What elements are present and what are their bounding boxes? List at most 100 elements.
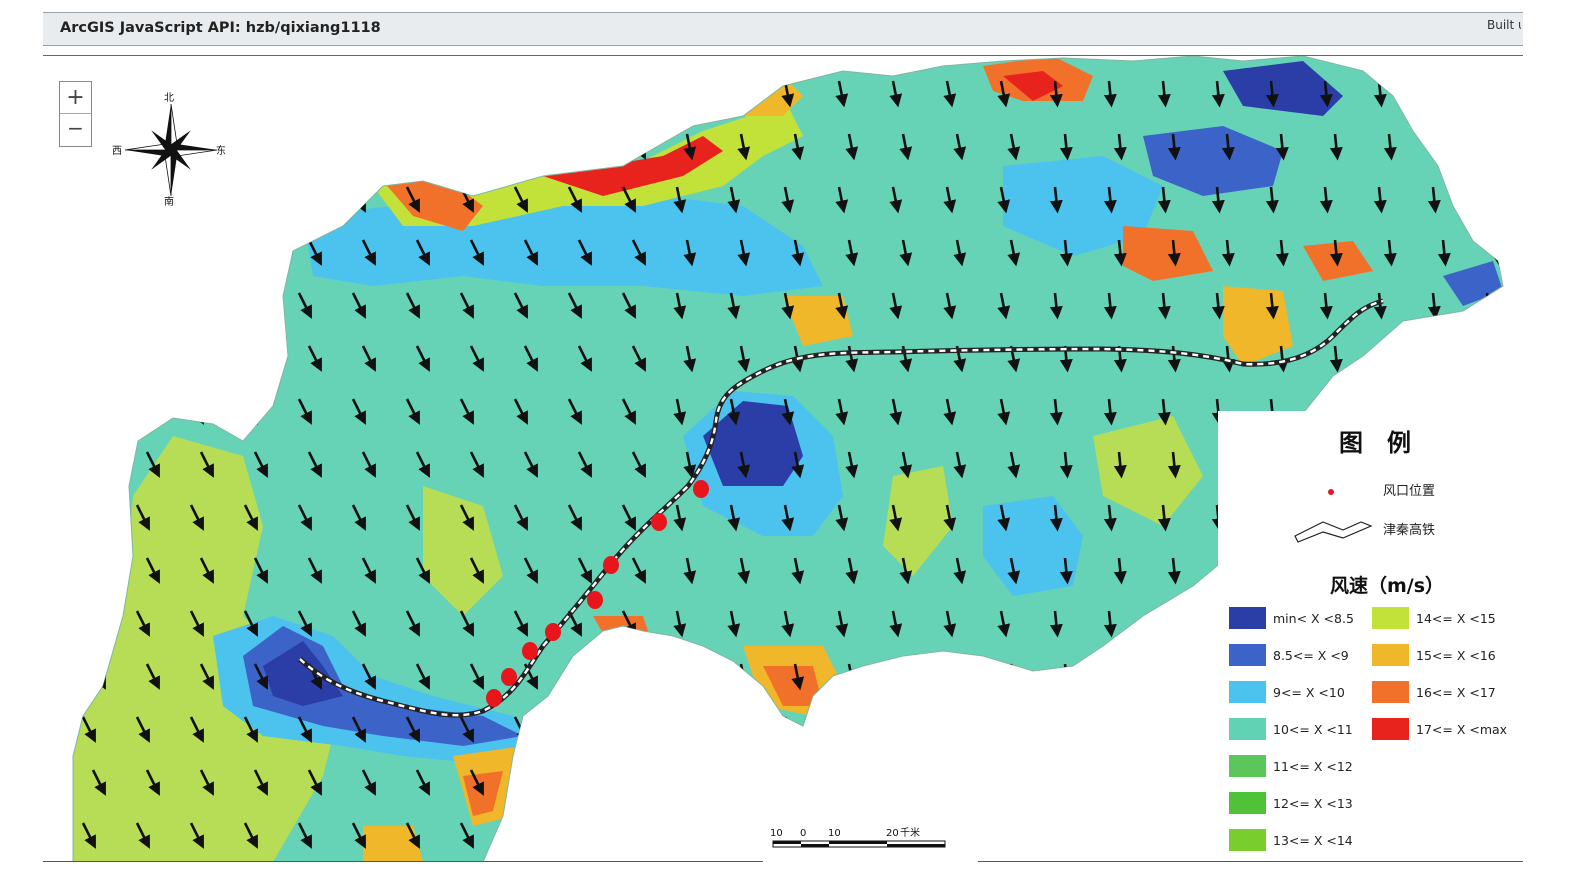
wind-arrow <box>727 610 741 638</box>
wind-arrow <box>673 822 687 850</box>
wind-gap-marker[interactable] <box>693 480 709 498</box>
wind-arrow <box>1157 398 1171 426</box>
wind-arrow <box>567 822 582 849</box>
wind-arrow <box>1157 80 1171 108</box>
scale-tick-label: 10 <box>828 828 841 839</box>
wind-arrow <box>1059 769 1073 797</box>
legend-class-label: min< X <8.5 <box>1273 611 1354 626</box>
wind-arrow <box>1211 80 1225 108</box>
wind-arrow <box>577 557 592 584</box>
wind-arrow <box>243 504 258 531</box>
wind-gap-marker[interactable] <box>545 623 561 641</box>
wind-arrow <box>145 557 160 584</box>
wind-gap-marker[interactable] <box>587 591 603 609</box>
legend-class-label: 11<= X <12 <box>1273 759 1353 774</box>
wind-arrow <box>727 822 741 850</box>
wind-arrow <box>91 451 106 478</box>
zoom-control: + − <box>59 81 92 147</box>
wind-arrow <box>1383 133 1397 161</box>
wind-arrow <box>523 769 538 796</box>
wind-arrow <box>577 345 592 372</box>
wind-arrow <box>459 610 474 637</box>
map-view[interactable]: 图 例 风口位置 津秦高铁 风速（m/s） min< X <8.5 8.5<= X… <box>43 55 1523 862</box>
wind-arrow <box>631 345 646 372</box>
wind-arrow <box>1265 292 1279 320</box>
wind-arrow <box>199 663 214 690</box>
wind-arrow <box>523 239 538 266</box>
legend-swatch <box>1229 607 1266 629</box>
scale-tick-label: 0 <box>800 828 806 839</box>
zoom-out-button[interactable]: − <box>67 116 84 140</box>
wind-arrow <box>1427 80 1441 108</box>
wind-arrow <box>997 822 1011 850</box>
wind-arrow <box>1059 133 1073 161</box>
wind-arrow <box>1007 239 1021 267</box>
wind-arrow <box>243 716 258 743</box>
wind-arrow <box>943 504 957 532</box>
wind-arrow <box>997 80 1011 108</box>
wind-arrow <box>1481 80 1495 108</box>
wind-arrow <box>405 186 420 213</box>
wind-arrow <box>523 557 538 584</box>
wind-arrow <box>253 239 268 266</box>
wind-arrow <box>577 663 592 690</box>
wind-arrow <box>1319 80 1333 108</box>
wind-arrow <box>621 398 636 425</box>
wind-arrow <box>1221 133 1235 161</box>
wind-arrow <box>997 610 1011 638</box>
wind-arrow <box>621 504 636 531</box>
wind-arrow <box>351 186 366 213</box>
wind-arrow <box>469 769 484 796</box>
wind-arrow <box>1221 239 1235 267</box>
wind-arrow <box>469 345 484 372</box>
wind-arrow <box>145 451 160 478</box>
app-title: ArcGIS JavaScript API: hzb/qixiang1118 <box>60 20 381 36</box>
wind-arrow <box>351 292 366 319</box>
legend-swatch <box>1372 718 1409 740</box>
wind-arrow <box>683 557 697 585</box>
wind-arrow <box>297 398 312 425</box>
wind-arrow <box>1491 133 1503 161</box>
wind-arrow <box>997 504 1011 532</box>
wind-gap-marker[interactable] <box>651 513 667 531</box>
wind-arrow <box>567 716 582 743</box>
wind-arrow <box>199 769 214 796</box>
wind-arrow <box>1481 186 1495 214</box>
compass-east-label: 东 <box>216 146 226 157</box>
legend-class-label: 14<= X <15 <box>1416 611 1496 626</box>
wind-arrow <box>791 557 805 585</box>
legend-line-label: 津秦高铁 <box>1383 522 1435 538</box>
wind-arrow <box>845 451 859 479</box>
legend-swatch <box>1229 644 1266 666</box>
wind-arrow <box>135 610 150 637</box>
wind-arrow <box>135 716 150 743</box>
wind-arrow <box>135 398 150 425</box>
built-by-label: Built u <box>1487 18 1521 32</box>
wind-gap-marker[interactable] <box>603 556 619 574</box>
wind-arrow <box>459 398 474 425</box>
wind-arrow <box>943 716 957 744</box>
wind-arrow <box>889 292 903 320</box>
wind-gap-marker[interactable] <box>486 689 502 707</box>
wind-arrow <box>307 133 322 160</box>
wind-arrow <box>253 451 268 478</box>
zoom-in-button[interactable]: + <box>60 82 91 114</box>
wind-gap-marker[interactable] <box>522 642 538 660</box>
wind-arrow <box>1103 80 1117 108</box>
bottom-rule-left <box>43 861 763 862</box>
legend-class-label: 10<= X <11 <box>1273 722 1353 737</box>
wind-arrow <box>567 398 582 425</box>
wind-arrow <box>835 292 849 320</box>
wind-gap-marker[interactable] <box>501 668 517 686</box>
wind-arrow <box>189 292 204 319</box>
wind-arrow <box>997 292 1011 320</box>
wind-arrow <box>997 716 1011 744</box>
wind-arrow <box>81 504 96 531</box>
wind-arrow <box>1049 822 1063 850</box>
wind-arrow <box>953 663 967 691</box>
wind-arrow <box>135 292 150 319</box>
wind-arrow <box>145 769 160 796</box>
legend-swatch <box>1372 607 1409 629</box>
wind-arrow <box>727 80 741 108</box>
wind-arrow <box>469 663 484 690</box>
